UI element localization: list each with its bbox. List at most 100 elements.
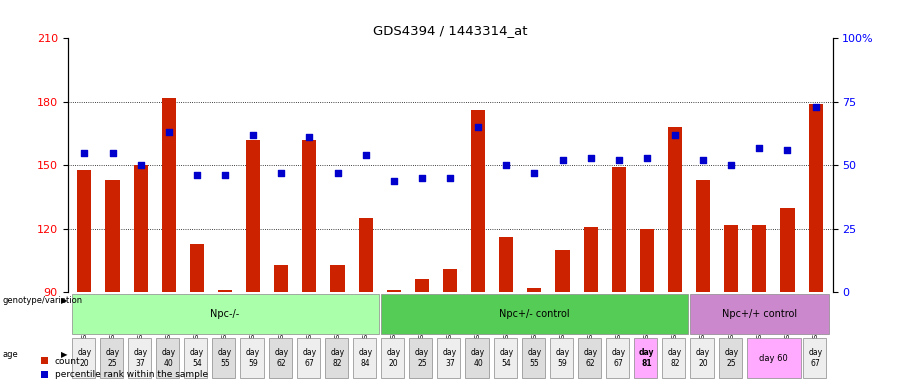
Text: day
37: day 37 [133,348,148,368]
Text: ▶: ▶ [61,349,68,359]
Text: day
84: day 84 [358,348,373,368]
Point [133,162,148,168]
Text: day
82: day 82 [668,348,682,368]
Point [752,144,767,151]
Text: day
25: day 25 [724,348,738,368]
Title: GDS4394 / 1443314_at: GDS4394 / 1443314_at [373,24,527,37]
Bar [212,338,236,378]
Legend: count, percentile rank within the sample: count, percentile rank within the sample [40,357,208,379]
Text: genotype/variation: genotype/variation [3,296,83,305]
Text: age: age [3,349,18,359]
Text: day
81: day 81 [639,348,654,368]
Bar [190,243,204,292]
Bar [156,338,179,378]
Text: day
62: day 62 [274,348,288,368]
Bar [415,280,429,292]
Bar [696,180,710,292]
Bar [465,338,489,378]
Bar [77,169,92,292]
Bar [240,338,264,378]
Point [358,152,373,158]
Point [443,175,457,181]
Bar [500,237,513,292]
Bar [606,338,629,378]
Bar [583,227,598,292]
Point [302,134,317,141]
Bar [268,338,292,378]
Text: Npc+/+ control: Npc+/+ control [722,309,796,319]
Bar [522,338,544,378]
Text: day 60: day 60 [759,354,788,362]
Bar [218,290,232,292]
Point [527,170,542,176]
Bar [246,140,260,292]
Point [583,155,598,161]
Point [696,157,710,163]
Text: day
20: day 20 [77,348,92,368]
Bar [803,338,826,378]
Bar [668,127,682,292]
Point [246,132,260,138]
Point [640,155,654,161]
Bar [808,104,823,292]
Text: day
59: day 59 [246,348,260,368]
Text: day
20: day 20 [387,348,400,368]
Text: day
62: day 62 [583,348,598,368]
Point [218,172,232,179]
Point [162,129,176,136]
Text: day
67: day 67 [612,348,625,368]
Bar [330,265,345,292]
Text: day
25: day 25 [105,348,120,368]
Text: day
55: day 55 [527,348,542,368]
Bar [274,265,288,292]
Bar [555,250,570,292]
Bar [128,338,151,378]
Text: day
20: day 20 [696,348,710,368]
Bar [640,229,654,292]
Bar [381,295,688,334]
Point [330,170,345,176]
Point [611,157,625,163]
Text: day
40: day 40 [162,348,176,368]
Bar [690,338,714,378]
Text: day
67: day 67 [302,348,317,368]
Bar [443,269,457,292]
Bar [387,290,400,292]
Point [105,149,120,156]
Text: day
37: day 37 [443,348,457,368]
Point [274,170,288,176]
Bar [752,225,767,292]
Bar [550,338,573,378]
Text: day
82: day 82 [330,348,345,368]
Point [415,175,429,181]
Text: Npc-/-: Npc-/- [211,309,239,319]
Text: day
55: day 55 [218,348,232,368]
Bar [100,338,123,378]
Text: day
67: day 67 [808,348,823,368]
Bar [105,180,120,292]
Bar [634,338,657,378]
Bar [162,98,176,292]
Bar [780,208,795,292]
Point [471,124,485,130]
Point [77,149,92,156]
Point [386,177,400,184]
Bar [578,338,601,378]
Point [555,157,570,163]
Bar [381,338,404,378]
Text: day
59: day 59 [555,348,570,368]
Text: day
40: day 40 [471,348,485,368]
Text: day
54: day 54 [500,348,513,368]
Bar [297,338,320,378]
Text: day
25: day 25 [415,348,429,368]
Bar [184,338,207,378]
Bar [718,338,742,378]
Bar [72,338,94,378]
Bar [302,140,317,292]
Bar [724,225,738,292]
Bar [325,338,348,378]
Text: ▶: ▶ [61,296,68,305]
Bar [410,338,432,378]
Bar [133,165,148,292]
Point [190,172,204,179]
